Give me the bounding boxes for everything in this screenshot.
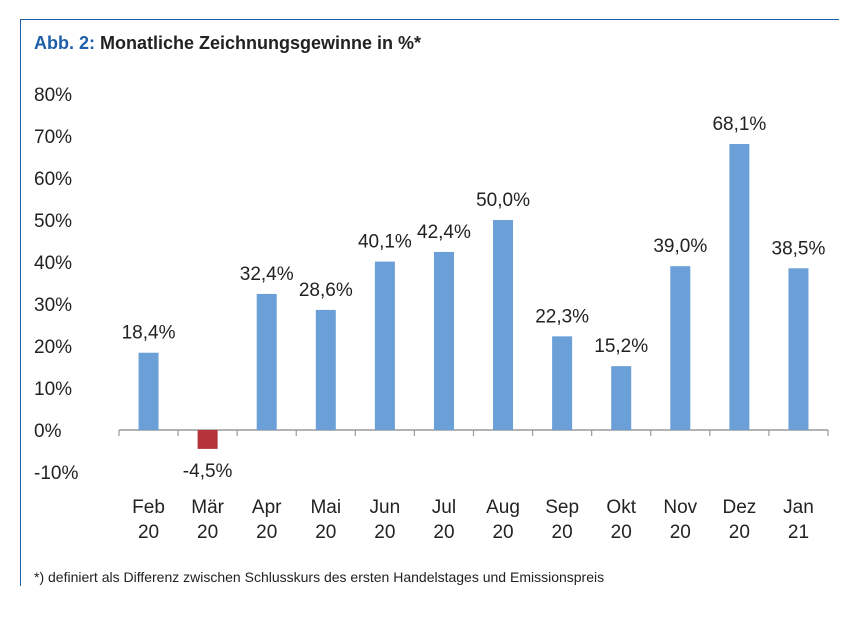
- data-label: 42,4%: [417, 222, 471, 243]
- y-tick-label: 60%: [34, 169, 72, 190]
- data-label: 15,2%: [594, 336, 648, 357]
- data-label: 40,1%: [358, 232, 412, 253]
- bar: [138, 352, 159, 430]
- data-label: 32,4%: [240, 264, 294, 285]
- x-tick-label: 20: [197, 522, 218, 543]
- data-label: 18,4%: [122, 323, 176, 344]
- x-tick-label: Dez: [722, 497, 756, 518]
- y-tick-label: 10%: [34, 379, 72, 400]
- bar: [670, 266, 691, 430]
- data-label: 38,5%: [772, 238, 826, 259]
- x-tick-label: 20: [374, 522, 395, 543]
- bar: [788, 268, 809, 430]
- data-label: 39,0%: [653, 236, 707, 257]
- x-tick-label: 20: [729, 522, 750, 543]
- x-tick-label: 21: [788, 522, 809, 543]
- x-tick-label: Jul: [432, 497, 456, 518]
- x-tick-label: Okt: [606, 497, 636, 518]
- y-tick-label: 20%: [34, 337, 72, 358]
- data-label: 68,1%: [712, 114, 766, 135]
- data-label: 22,3%: [535, 306, 589, 327]
- x-tick-label: 20: [552, 522, 573, 543]
- x-tick-label: Jan: [783, 497, 814, 518]
- bar: [611, 366, 632, 430]
- x-tick-label: 20: [492, 522, 513, 543]
- x-tick-label: Mai: [310, 497, 341, 518]
- y-tick-label: 30%: [34, 295, 72, 316]
- y-tick-label: 40%: [34, 253, 72, 274]
- chart-frame: [20, 19, 839, 586]
- chart-title-text: Monatliche Zeichnungsgewinne in %*: [100, 33, 422, 53]
- data-label: -4,5%: [183, 461, 233, 482]
- x-tick-label: Nov: [663, 497, 697, 518]
- x-tick-label: 20: [670, 522, 691, 543]
- y-tick-label: 70%: [34, 127, 72, 148]
- y-tick-label: -10%: [34, 463, 78, 484]
- y-tick-label: 0%: [34, 421, 62, 442]
- y-tick-label: 80%: [34, 85, 72, 106]
- footnote: *) definiert als Differenz zwischen Schl…: [34, 569, 605, 585]
- bar: [433, 251, 454, 430]
- bar: [315, 309, 336, 430]
- x-tick-label: 20: [433, 522, 454, 543]
- data-label: 50,0%: [476, 190, 530, 211]
- bar: [493, 220, 514, 430]
- x-tick-label: 20: [611, 522, 632, 543]
- bar: [552, 336, 573, 430]
- bar: [729, 143, 750, 431]
- figure-number: Abb. 2:: [34, 33, 95, 53]
- x-tick-label: Jun: [370, 497, 401, 518]
- x-tick-label: Feb: [132, 497, 165, 518]
- x-tick-label: Apr: [252, 497, 282, 518]
- bar: [374, 261, 395, 430]
- x-tick-label: Sep: [545, 497, 579, 518]
- x-tick-label: Aug: [486, 497, 520, 518]
- chart-title: Abb. 2: Monatliche Zeichnungsgewinne in …: [34, 33, 421, 54]
- x-tick-label: 20: [315, 522, 336, 543]
- x-tick-label: Mär: [191, 497, 224, 518]
- y-tick-label: 50%: [34, 211, 72, 232]
- x-tick-label: 20: [138, 522, 159, 543]
- data-label: 28,6%: [299, 280, 353, 301]
- bar: [256, 293, 277, 430]
- bar: [197, 430, 218, 449]
- x-tick-label: 20: [256, 522, 277, 543]
